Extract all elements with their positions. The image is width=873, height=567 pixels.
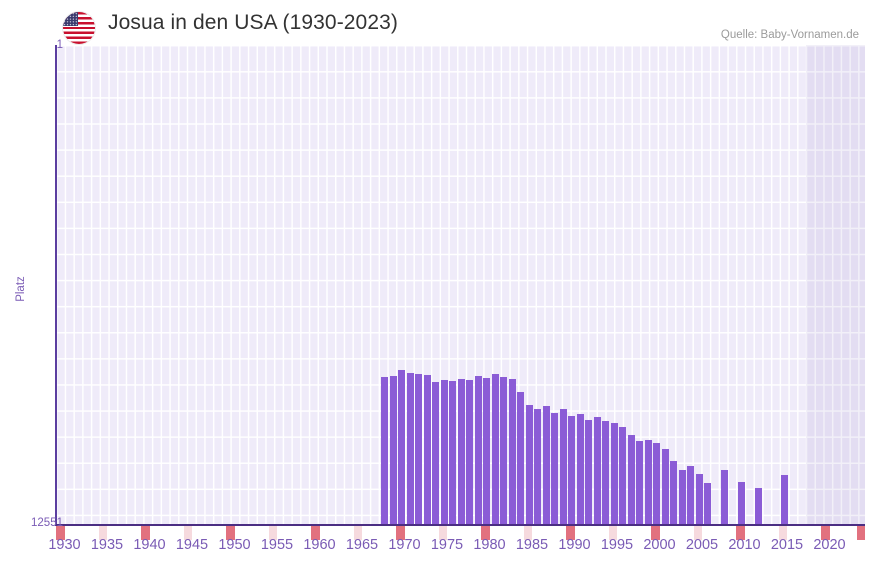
x-axis-tick-label: 1995 (600, 537, 634, 553)
bar (695, 474, 703, 525)
x-axis-tick-mark (56, 526, 65, 540)
x-axis-tick-mark (736, 526, 745, 540)
us-flag-icon (63, 12, 95, 44)
bar (636, 440, 644, 525)
bar (661, 449, 669, 525)
bar (602, 420, 610, 525)
x-axis-tick-mark (693, 526, 703, 540)
y-axis-bottom-label: 12551 (31, 517, 63, 529)
x-axis-tick-label: 2005 (685, 537, 719, 553)
x-axis-tick-mark (523, 526, 533, 540)
bar (500, 376, 508, 525)
bar (678, 470, 686, 525)
bar (517, 392, 525, 525)
x-axis-tick-mark (481, 526, 490, 540)
x-axis-tick-mark (396, 526, 405, 540)
bar (644, 440, 652, 525)
bar (568, 416, 576, 525)
x-axis-tick-label: 1960 (303, 537, 336, 553)
y-axis-line (55, 45, 57, 526)
x-axis-tick-label: 1985 (515, 537, 549, 553)
x-axis-tick-mark (141, 526, 150, 540)
bar (593, 417, 601, 525)
x-axis-tick-label: 1930 (48, 537, 81, 553)
bar (721, 470, 729, 525)
bar (398, 370, 406, 525)
x-axis-tick-label: 2000 (643, 537, 676, 553)
source-note: Quelle: Baby-Vornamen.de (720, 29, 859, 41)
x-axis-tick-label: 1965 (345, 537, 379, 553)
x-axis-tick-mark (608, 526, 618, 540)
bar-series (56, 45, 865, 525)
bar (440, 379, 448, 525)
x-axis-tick-label: 1940 (133, 537, 166, 553)
bar (610, 422, 618, 525)
bar (483, 377, 491, 525)
bar (423, 374, 431, 525)
bar (576, 413, 584, 525)
bar (687, 466, 695, 525)
plot-area (56, 45, 865, 525)
x-axis-tick-mark (856, 526, 866, 540)
x-axis-tick-label: 2020 (813, 537, 846, 553)
y-axis-title: Platz (14, 276, 27, 302)
x-axis-tick-label: 1950 (218, 537, 251, 553)
x-axis-tick-mark (353, 526, 363, 540)
bar (432, 382, 440, 525)
bar (670, 461, 678, 525)
x-axis-tick-label: 2010 (728, 537, 761, 553)
bar (551, 413, 559, 525)
bar (755, 488, 763, 525)
x-axis-tick-mark (566, 526, 575, 540)
bar (653, 442, 661, 525)
bar (508, 379, 516, 525)
bar (627, 435, 635, 525)
bar (525, 405, 533, 525)
x-axis-tick-label: 2015 (770, 537, 804, 553)
bar (491, 374, 499, 525)
bar (466, 379, 474, 525)
bar (704, 483, 712, 525)
page-title: Josua in den USA (1930-2023) (108, 11, 398, 34)
x-axis-tick-mark (821, 526, 830, 540)
bar (449, 381, 457, 525)
bar (585, 419, 593, 525)
bar (474, 376, 482, 525)
x-axis-tick-label: 1980 (473, 537, 506, 553)
bar (389, 376, 397, 525)
bar (738, 481, 746, 525)
x-axis-tick-label: 1945 (175, 537, 209, 553)
bar (780, 474, 788, 525)
bar (619, 426, 627, 525)
x-axis-tick-label: 1970 (388, 537, 421, 553)
x-axis-tick-mark (651, 526, 660, 540)
bar (381, 377, 389, 525)
x-axis-tick-label: 1990 (558, 537, 591, 553)
bar (542, 406, 550, 525)
bar (559, 409, 567, 525)
bar (457, 379, 465, 525)
bar (415, 373, 423, 525)
bar (406, 372, 414, 525)
x-axis-line (55, 524, 865, 526)
x-axis-tick-mark (778, 526, 788, 540)
x-axis-tick-mark (311, 526, 320, 540)
x-axis-tick-mark (438, 526, 448, 540)
flag-canton (63, 12, 78, 26)
flag-stars (63, 12, 78, 26)
y-axis-top-label: 1 (56, 39, 63, 51)
x-axis-tick-mark (183, 526, 193, 540)
x-axis-tick-mark (98, 526, 108, 540)
bar (534, 409, 542, 525)
x-axis-tick-label: 1975 (430, 537, 464, 553)
x-axis-tick-mark (268, 526, 278, 540)
x-axis-tick-label: 1955 (260, 537, 294, 553)
x-axis-tick-mark (226, 526, 235, 540)
x-axis-tick-label: 1935 (90, 537, 124, 553)
plot-grid (56, 45, 865, 525)
